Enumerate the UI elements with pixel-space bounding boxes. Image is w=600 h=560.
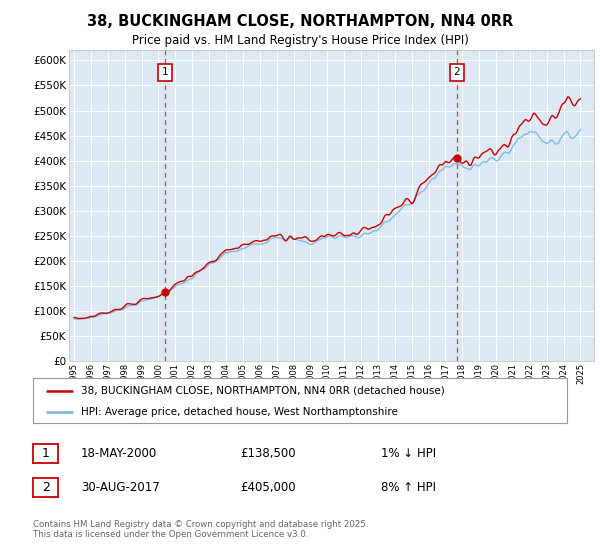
Text: HPI: Average price, detached house, West Northamptonshire: HPI: Average price, detached house, West… [81,407,398,417]
Text: 38, BUCKINGHAM CLOSE, NORTHAMPTON, NN4 0RR (detached house): 38, BUCKINGHAM CLOSE, NORTHAMPTON, NN4 0… [81,385,445,395]
Text: 30-AUG-2017: 30-AUG-2017 [81,480,160,494]
Text: 38, BUCKINGHAM CLOSE, NORTHAMPTON, NN4 0RR: 38, BUCKINGHAM CLOSE, NORTHAMPTON, NN4 0… [87,14,513,29]
Text: Price paid vs. HM Land Registry's House Price Index (HPI): Price paid vs. HM Land Registry's House … [131,34,469,46]
Text: 1: 1 [41,447,50,460]
Text: 8% ↑ HPI: 8% ↑ HPI [381,480,436,494]
Text: 18-MAY-2000: 18-MAY-2000 [81,447,157,460]
Text: 1: 1 [161,67,168,77]
Text: £138,500: £138,500 [240,447,296,460]
Text: 1% ↓ HPI: 1% ↓ HPI [381,447,436,460]
Text: Contains HM Land Registry data © Crown copyright and database right 2025.
This d: Contains HM Land Registry data © Crown c… [33,520,368,539]
Text: £405,000: £405,000 [240,480,296,494]
Text: 2: 2 [453,67,460,77]
Text: 2: 2 [41,480,50,494]
